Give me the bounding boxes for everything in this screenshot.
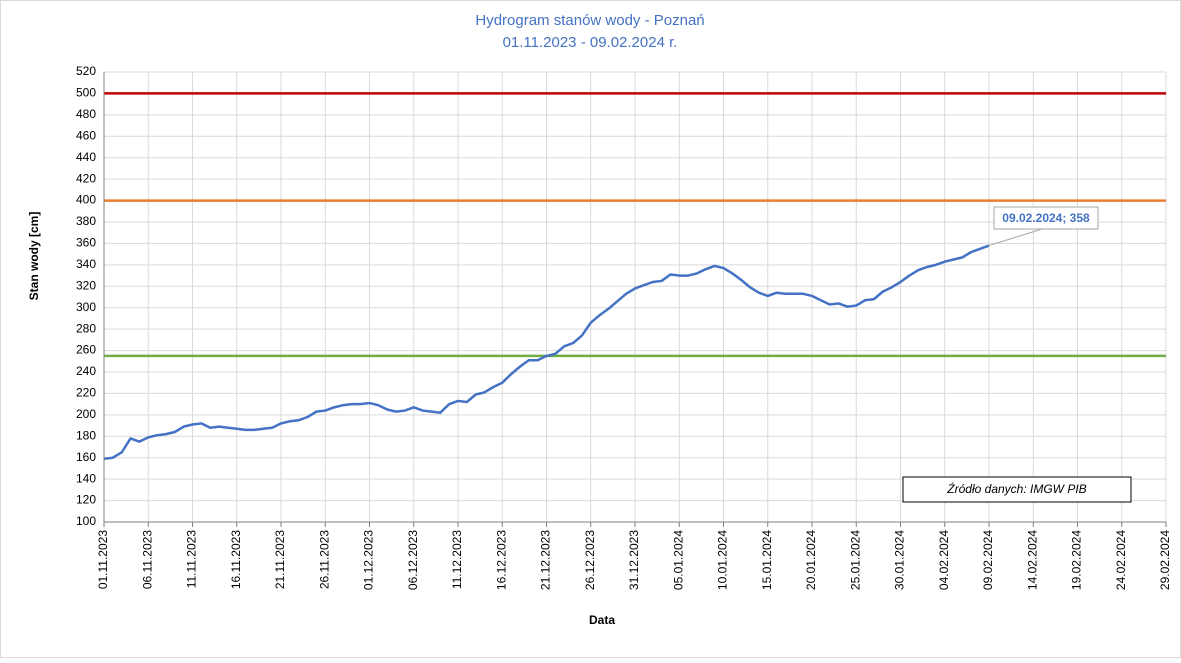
y-tick-label: 380 <box>76 214 96 228</box>
x-tick-label: 19.02.2024 <box>1070 530 1084 590</box>
x-tick-label: 11.12.2023 <box>450 530 464 589</box>
y-tick-label: 440 <box>76 150 96 164</box>
x-tick-label: 10.01.2024 <box>716 530 730 590</box>
y-tick-label: 300 <box>76 300 96 314</box>
y-tick-label: 500 <box>76 86 96 100</box>
x-tick-label: 01.12.2023 <box>362 530 376 590</box>
x-tick-label: 05.01.2024 <box>671 530 685 590</box>
x-tick-label: 01.11.2023 <box>96 530 110 589</box>
y-tick-label: 420 <box>76 171 96 185</box>
x-tick-label: 16.11.2023 <box>229 530 243 589</box>
x-tick-label: 21.12.2023 <box>539 530 553 590</box>
x-tick-label: 30.01.2024 <box>893 530 907 590</box>
y-tick-label: 160 <box>76 450 96 464</box>
x-tick-label: 31.12.2023 <box>627 530 641 590</box>
x-tick-label: 26.12.2023 <box>583 530 597 590</box>
x-tick-label: 29.02.2024 <box>1158 530 1172 590</box>
x-tick-label: 21.11.2023 <box>273 530 287 589</box>
x-tick-label: 25.01.2024 <box>848 530 862 590</box>
y-tick-label: 320 <box>76 278 96 292</box>
y-tick-label: 260 <box>76 343 96 357</box>
annotation-box <box>993 206 1099 230</box>
x-tick-label: 04.02.2024 <box>937 530 951 590</box>
y-axis-label: Stan wody [cm] <box>27 212 41 301</box>
y-tick-label: 360 <box>76 236 96 250</box>
y-tick-label: 480 <box>76 107 96 121</box>
x-axis-label: Data <box>589 613 615 627</box>
y-tick-label: 100 <box>76 514 96 528</box>
y-tick-label: 200 <box>76 407 96 421</box>
x-tick-label: 14.02.2024 <box>1025 530 1039 590</box>
y-tick-label: 180 <box>76 428 96 442</box>
y-tick-label: 520 <box>76 64 96 78</box>
y-tick-label: 240 <box>76 364 96 378</box>
y-tick-label: 280 <box>76 321 96 335</box>
chart-subtitle: 01.11.2023 - 09.02.2024 r. <box>503 34 678 51</box>
source-box <box>902 476 1132 503</box>
x-tick-label: 26.11.2023 <box>317 530 331 589</box>
y-tick-label: 120 <box>76 493 96 507</box>
x-tick-label: 16.12.2023 <box>494 530 508 590</box>
x-tick-label: 11.11.2023 <box>185 530 199 589</box>
y-tick-label: 220 <box>76 386 96 400</box>
source-note: Źródło danych: IMGW PIB <box>946 481 1086 496</box>
x-tick-label: 15.01.2024 <box>760 530 774 590</box>
x-tick-label: 20.01.2024 <box>804 530 818 590</box>
annotation: 09.02.2024; 358 <box>1002 211 1090 225</box>
annotation-leader <box>988 228 1043 247</box>
plot <box>103 92 1166 461</box>
y-tick-label: 460 <box>76 128 96 142</box>
x-tick-label: 24.02.2024 <box>1114 530 1128 590</box>
data-line <box>103 244 990 461</box>
y-tick-label: 400 <box>76 193 96 207</box>
y-tick-label: 340 <box>76 257 96 271</box>
y-tick-label: 140 <box>76 471 96 485</box>
x-tick-label: 09.02.2024 <box>981 530 995 590</box>
x-tick-label: 06.12.2023 <box>406 530 420 590</box>
chart-title: Hydrogram stanów wody - Poznań <box>475 12 704 29</box>
x-tick-label: 06.11.2023 <box>140 530 154 589</box>
